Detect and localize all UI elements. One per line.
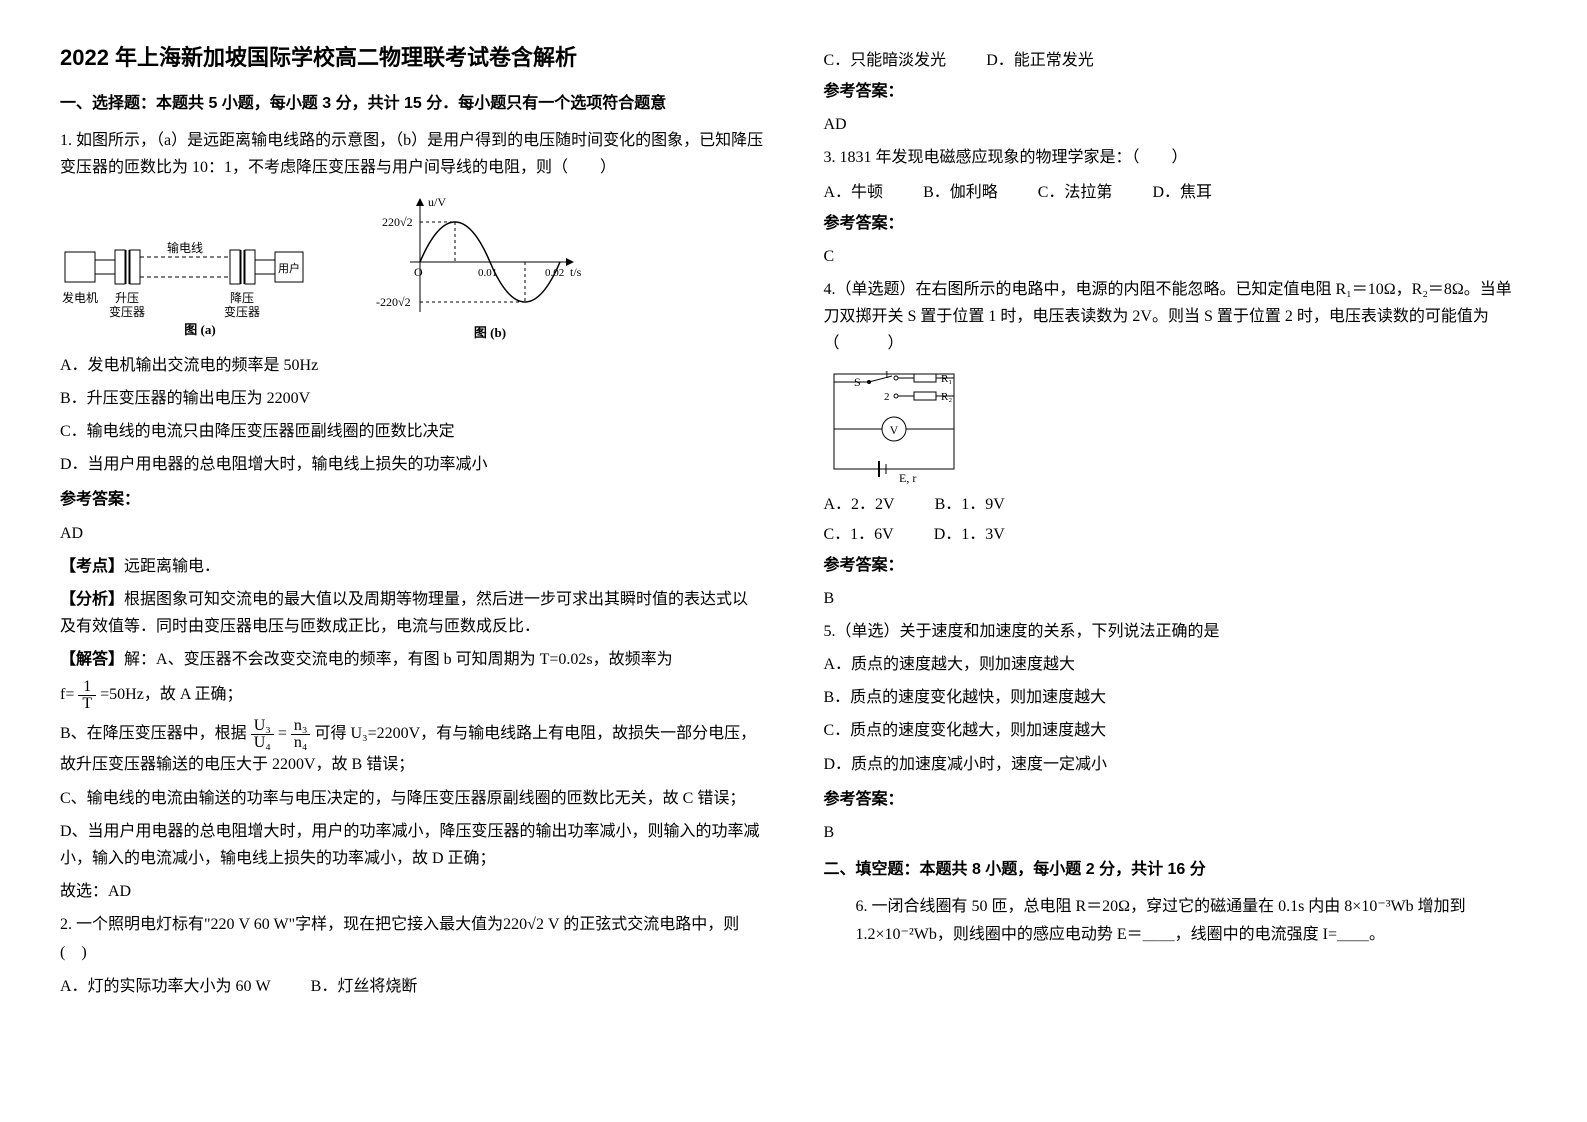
q3-answer: C bbox=[824, 243, 1528, 270]
q2-opt-b: B．灯丝将烧断 bbox=[311, 972, 418, 996]
q4-opt-d: D．1．3V bbox=[934, 520, 1005, 544]
svg-text:输电线: 输电线 bbox=[167, 240, 203, 255]
q1-stem: 1. 如图所示，（a）是远距离输电线路的示意图，（b）是用户得到的电压随时间变化… bbox=[60, 127, 764, 181]
q1-opt-c: C．输电线的电流只由降压变压器匝副线圈的匝数比决定 bbox=[60, 418, 764, 445]
svg-text:u/V: u/V bbox=[428, 195, 446, 209]
q4-stem: 4.（单选题）在右图所示的电路中，电源的内阻不能忽略。已知定值电阻 R₁＝10Ω… bbox=[824, 276, 1528, 358]
svg-text:变压器: 变压器 bbox=[224, 304, 260, 319]
q1-figures: 发电机 升压 变压器 输电线 降压 bbox=[60, 192, 764, 342]
q1-figure-a: 发电机 升压 变压器 输电线 降压 bbox=[60, 222, 340, 342]
svg-text:降压: 降压 bbox=[230, 291, 254, 305]
q2-stem: 2. 一个照明电灯标有"220 V 60 W"字样，现在把它接入最大值为220√… bbox=[60, 911, 764, 965]
q1-opt-b: B．升压变压器的输出电压为 2200V bbox=[60, 385, 764, 412]
q5-opt-a: A．质点的速度越大，则加速度越大 bbox=[824, 651, 1528, 678]
q5-opt-b: B．质点的速度变化越快，则加速度越大 bbox=[824, 684, 1528, 711]
svg-text:R₂: R₂ bbox=[941, 391, 952, 403]
q1-solution-end: 故选：AD bbox=[60, 878, 764, 905]
q1-solution-a-formula: f= 1 T =50Hz，故 A 正确； bbox=[60, 679, 764, 712]
q3-stem: 3. 1831 年发现电磁感应现象的物理学家是：（ ） bbox=[824, 144, 1528, 171]
section1-heading: 一、选择题：本题共 5 小题，每小题 3 分，共计 15 分．每小题只有一个选项… bbox=[60, 90, 764, 117]
q1-answer-label: 参考答案： bbox=[60, 486, 764, 513]
svg-text:220√2: 220√2 bbox=[382, 215, 413, 229]
svg-text:2: 2 bbox=[884, 391, 890, 403]
q1-opt-a: A．发电机输出交流电的频率是 50Hz bbox=[60, 352, 764, 379]
exam-title: 2022 年上海新加坡国际学校高二物理联考试卷含解析 bbox=[60, 40, 764, 72]
svg-text:用户: 用户 bbox=[278, 261, 300, 275]
q5-opt-c: C．质点的速度变化越大，则加速度越大 bbox=[824, 717, 1528, 744]
q4-circuit: S 1 R₁ 2 R₂ V bbox=[824, 364, 974, 484]
q1-analysis: 【分析】根据图象可知交流电的最大值以及周期等物理量，然后进一步可求出其瞬时值的表… bbox=[60, 586, 764, 640]
q3-opt-d: D．焦耳 bbox=[1152, 178, 1212, 202]
q1-solution-a-line1: 【解答】解：A、变压器不会改变交流电的频率，有图 b 可知周期为 T=0.02s… bbox=[60, 646, 764, 673]
q3-answer-label: 参考答案： bbox=[824, 210, 1528, 237]
q1-solution-c: C、输电线的电流由输送的功率与电压决定的，与降压变压器原副线圈的匝数比无关，故 … bbox=[60, 785, 764, 812]
q1-keypoint: 【考点】远距离输电． bbox=[60, 553, 764, 580]
q2-opt-d: D．能正常发光 bbox=[986, 46, 1094, 70]
svg-text:图 (a): 图 (a) bbox=[184, 322, 215, 337]
q1-answer: AD bbox=[60, 520, 764, 547]
q4-answer: B bbox=[824, 585, 1528, 612]
q5-stem: 5.（单选）关于速度和加速度的关系，下列说法正确的是 bbox=[824, 618, 1528, 645]
q3-opt-c: C．法拉第 bbox=[1038, 178, 1113, 202]
q5-opt-d: D．质点的加速度减小时，速度一定减小 bbox=[824, 751, 1528, 778]
q4-opt-c: C．1．6V bbox=[824, 520, 894, 544]
svg-text:0.01: 0.01 bbox=[478, 267, 497, 279]
q2-opt-a: A．灯的实际功率大小为 60 W bbox=[60, 972, 271, 996]
q1-solution-d: D、当用户用电器的总电阻增大时，用户的功率减小，降压变压器的输出功率减小，则输入… bbox=[60, 818, 764, 872]
q2-answer: AD bbox=[824, 111, 1528, 138]
svg-text:V: V bbox=[889, 423, 898, 437]
q6-stem: 6. 一闭合线圈有 50 匝，总电阻 R＝20Ω，穿过它的磁通量在 0.1s 内… bbox=[856, 893, 1528, 947]
svg-text:-220√2: -220√2 bbox=[376, 295, 411, 309]
svg-text:升压: 升压 bbox=[115, 291, 139, 305]
q3-opt-a: A．牛顿 bbox=[824, 178, 884, 202]
svg-text:变压器: 变压器 bbox=[109, 304, 145, 319]
q5-answer-label: 参考答案： bbox=[824, 786, 1528, 813]
q3-opt-b: B．伽利略 bbox=[923, 178, 998, 202]
q2-answer-label: 参考答案： bbox=[824, 78, 1528, 105]
q1-figure-b: u/V t/s 220√2 -220√2 0.01 0.02 O 图 (b) bbox=[370, 192, 590, 342]
svg-text:1: 1 bbox=[884, 369, 890, 381]
svg-text:0.02: 0.02 bbox=[545, 267, 564, 279]
q5-answer: B bbox=[824, 819, 1528, 846]
q4-opt-a: A．2．2V bbox=[824, 490, 895, 514]
q1-solution-b: B、在降压变压器中，根据 U₃ U₄ = n₃ n₄ 可得 U₃=2200V，有… bbox=[60, 718, 764, 778]
svg-text:t/s: t/s bbox=[570, 265, 582, 279]
svg-text:E, r: E, r bbox=[899, 471, 916, 484]
q1-opt-d: D．当用户用电器的总电阻增大时，输电线上损失的功率减小 bbox=[60, 451, 764, 478]
q2-opt-c: C．只能暗淡发光 bbox=[824, 46, 947, 70]
svg-text:发电机: 发电机 bbox=[62, 290, 98, 305]
svg-text:R₁: R₁ bbox=[941, 373, 952, 385]
svg-text:O: O bbox=[414, 265, 423, 279]
section2-heading: 二、填空题：本题共 8 小题，每小题 2 分，共计 16 分 bbox=[824, 856, 1528, 883]
q4-answer-label: 参考答案： bbox=[824, 552, 1528, 579]
q4-opt-b: B．1．9V bbox=[935, 490, 1005, 514]
svg-text:图 (b): 图 (b) bbox=[474, 325, 506, 340]
